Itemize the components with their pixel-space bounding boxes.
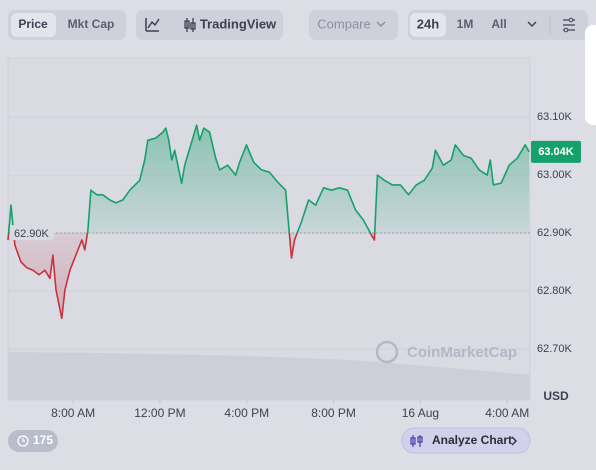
badge-count[interactable]: 175: [33, 433, 53, 447]
range[interactable]: All: [491, 17, 506, 31]
y-tick-label: 62.80K: [537, 285, 573, 297]
history-icon: [17, 435, 29, 447]
compare-dropdown[interactable]: [309, 10, 398, 40]
plot: 62.70K 62.80K 62.90K 63.00K 63.10K 8:00 AM 12:…: [7, 111, 581, 420]
candle-icon[interactable]: [184, 18, 196, 32]
range-selected[interactable]: [410, 13, 446, 37]
volume-area: [8, 352, 530, 400]
tab[interactable]: Price: [18, 17, 48, 31]
analyze-icon: [410, 435, 423, 447]
chevron[interactable]: [527, 21, 537, 28]
x-tick-label: 4:00 PM: [224, 406, 269, 420]
x-tick-label: 8:00 PM: [311, 406, 356, 420]
range[interactable]: 24h: [417, 16, 439, 31]
baseline-label-bg: [10, 225, 54, 241]
tab[interactable]: Mkt Cap: [68, 17, 115, 31]
chevron: [376, 21, 386, 28]
x-tick-label: 4:00 AM: [485, 406, 529, 420]
side-card: [585, 25, 596, 125]
y-tick-label: 62.90K: [537, 227, 573, 239]
history-hand: [22, 438, 25, 442]
settings-knob: [568, 17, 574, 23]
y-unit: USD: [543, 389, 569, 403]
analyze-label[interactable]: Analyze Chart: [432, 433, 512, 447]
range[interactable]: 1M: [457, 17, 474, 31]
analyze-button[interactable]: [401, 427, 531, 454]
y-tick-label: 62.70K: [537, 343, 573, 355]
line-icon[interactable]: [145, 18, 160, 32]
settings-knob: [563, 27, 569, 33]
x-tick-label: 12:00 PM: [134, 406, 185, 420]
x-tick-label: 16 Aug: [402, 406, 439, 420]
compare-label[interactable]: Compare: [317, 16, 370, 31]
price-area: [8, 125, 530, 319]
y-tick-label: 63.10K: [537, 111, 573, 123]
range-group: [408, 10, 588, 40]
last-price-box: [531, 140, 581, 163]
last-price-label: 63.04K: [538, 146, 574, 158]
tradingview-button[interactable]: TradingView: [200, 16, 277, 31]
baseline-label: 62.90K: [14, 228, 50, 240]
tab-selected[interactable]: [11, 13, 56, 37]
chevron: [511, 436, 517, 446]
mode-group: [136, 10, 283, 40]
watermark: CoinMarketCap: [407, 344, 517, 361]
watermark-icon: [375, 340, 399, 364]
price-line: [7, 124, 530, 320]
x-tick-label: 8:00 AM: [51, 406, 95, 420]
history-badge[interactable]: [8, 430, 58, 452]
y-tick-label: 63.00K: [537, 169, 573, 181]
